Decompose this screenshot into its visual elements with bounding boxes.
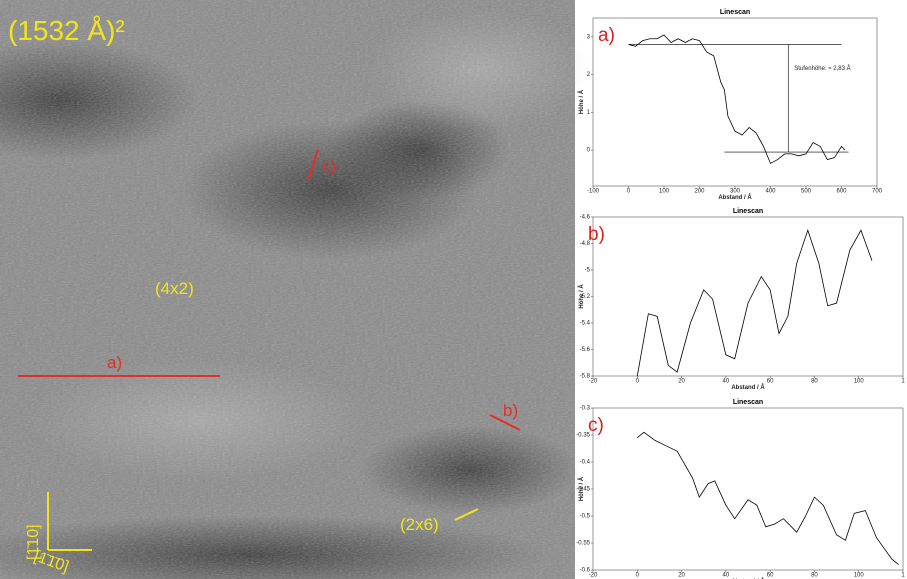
x-tick-label: 0 bbox=[636, 573, 640, 579]
x-tick-label: 200 bbox=[694, 189, 705, 195]
x-tick-label: 1 bbox=[901, 379, 905, 385]
x-tick-label: 100 bbox=[659, 189, 670, 195]
domain-label: (2x6) bbox=[400, 515, 439, 534]
x-tick-label: 0 bbox=[636, 379, 640, 385]
y-axis-label: Höhe / Å bbox=[578, 89, 585, 114]
annotation: Stufenhöhe: ≈ 2,83 Å bbox=[794, 65, 850, 72]
x-tick-label: 40 bbox=[723, 379, 730, 385]
domain-label: (4x2) bbox=[155, 279, 194, 298]
y-tick-label: -0.35 bbox=[576, 433, 590, 439]
x-axis-label: Abstand / Å bbox=[718, 194, 752, 201]
y-tick-label: 3 bbox=[587, 34, 591, 40]
y-tick-label: -0.45 bbox=[576, 487, 590, 493]
y-tick-label: -5.2 bbox=[580, 294, 591, 300]
plot-frame bbox=[593, 18, 877, 186]
stm-image: (1532 Å)² (4x2) a) b) c) (2x6) [1̄10] [1… bbox=[0, 0, 590, 579]
y-tick-label: -4.8 bbox=[580, 241, 591, 247]
figure: (1532 Å)² (4x2) a) b) c) (2x6) [1̄10] [1… bbox=[0, 0, 907, 579]
panel-label: b) bbox=[588, 224, 605, 245]
chart-title: Linescan bbox=[733, 399, 763, 406]
x-tick-label: -100 bbox=[587, 189, 600, 195]
y-tick-label: -5 bbox=[585, 268, 591, 274]
scan-label: c) bbox=[322, 157, 336, 176]
y-tick-label: -4.6 bbox=[580, 215, 591, 221]
x-tick-label: 0 bbox=[627, 189, 631, 195]
x-tick-label: -20 bbox=[589, 379, 598, 385]
panel-label: a) bbox=[598, 25, 615, 46]
plot-frame bbox=[593, 217, 903, 376]
x-tick-label: 500 bbox=[801, 189, 812, 195]
y-tick-label: -0.5 bbox=[580, 514, 591, 520]
x-tick-label: 300 bbox=[730, 189, 741, 195]
scan-label: b) bbox=[503, 401, 518, 420]
x-tick-label: 40 bbox=[723, 573, 730, 579]
x-tick-label: 700 bbox=[872, 189, 883, 195]
chart-title: Linescan bbox=[720, 9, 750, 16]
x-tick-label: 400 bbox=[765, 189, 776, 195]
chart-title: Linescan bbox=[733, 208, 763, 215]
y-tick-label: -5.4 bbox=[580, 321, 591, 327]
y-tick-label: -5.8 bbox=[580, 374, 591, 380]
y-tick-label: 0 bbox=[587, 148, 591, 154]
x-tick-label: 60 bbox=[767, 379, 774, 385]
page: (1532 Å)² (4x2) a) b) c) (2x6) [1̄10] [1… bbox=[0, 0, 907, 579]
scan-label: a) bbox=[107, 353, 122, 372]
scale-label: (1532 Å)² bbox=[8, 15, 125, 46]
y-tick-label: -0.55 bbox=[576, 541, 590, 547]
x-tick-label: 100 bbox=[854, 379, 865, 385]
x-axis-label: Abstand / Å bbox=[731, 384, 765, 391]
x-tick-label: 600 bbox=[836, 189, 847, 195]
y-tick-label: 2 bbox=[587, 72, 591, 78]
x-tick-label: 20 bbox=[678, 573, 685, 579]
x-tick-label: 80 bbox=[811, 573, 818, 579]
y-tick-label: -5.6 bbox=[580, 347, 591, 353]
panel-label: c) bbox=[588, 415, 604, 436]
x-tick-label: 20 bbox=[678, 379, 685, 385]
y-tick-label: -0.6 bbox=[580, 568, 591, 574]
x-tick-label: -20 bbox=[589, 573, 598, 579]
x-tick-label: 80 bbox=[811, 379, 818, 385]
x-tick-label: 60 bbox=[767, 573, 774, 579]
y-tick-label: -0.4 bbox=[580, 460, 591, 466]
plot-frame bbox=[593, 408, 903, 570]
x-tick-label: 100 bbox=[854, 573, 865, 579]
y-tick-label: -0.3 bbox=[580, 406, 591, 412]
x-tick-label: 1 bbox=[901, 573, 905, 579]
y-tick-label: 1 bbox=[587, 110, 591, 116]
